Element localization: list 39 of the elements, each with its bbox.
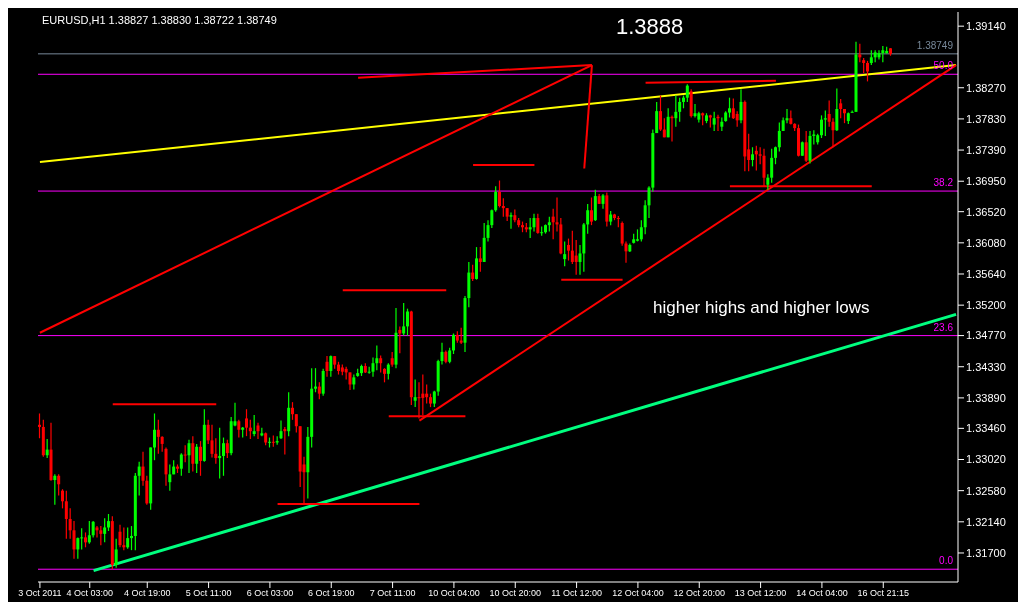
y-tick-label: 1.33020 [966,453,1006,466]
y-tick-label: 1.39140 [966,20,1006,33]
x-tick-label: 7 Oct 11:00 [369,588,416,599]
y-tick-label: 1.32580 [966,484,1006,497]
x-tick-label: 16 Oct 21:15 [857,588,910,599]
y-tick-label: 1.31700 [966,546,1006,559]
y-tick-label: 1.35200 [966,299,1006,312]
x-tick-label: 6 Oct 03:00 [246,588,294,599]
y-tick-label: 1.33460 [966,422,1006,435]
y-tick-label: 1.33890 [966,391,1006,404]
y-tick-label: 1.34330 [966,360,1006,373]
y-tick-label: 1.36520 [966,205,1006,218]
x-tick-label: 14 Oct 04:00 [796,588,848,599]
y-tick-label: 1.32140 [966,515,1006,528]
annotation: higher highs and higher lows [653,298,870,318]
x-tick-label: 4 Oct 03:00 [66,588,114,599]
x-tick-label: 6 Oct 19:00 [307,588,355,599]
x-tick-label: 11 Oct 12:00 [551,588,603,599]
x-tick-label: 3 Oct 2011 [18,588,62,599]
y-tick-label: 1.38270 [966,81,1006,94]
y-tick-label: 1.36950 [966,175,1006,188]
chart-title: EURUSD,H1 1.38827 1.38830 1.38722 1.38749 [42,14,277,26]
y-tick-label: 1.37830 [966,112,1006,125]
y-tick-label: 1.37390 [966,143,1006,156]
ref-line-label: 0.0 [939,555,954,567]
x-tick-label: 12 Oct 20:00 [673,588,726,599]
annotation: 1.3888 [616,14,684,40]
ref-line-label: 1.38749 [916,39,954,51]
x-tick-label: 13 Oct 12:00 [734,588,787,599]
x-tick-label: 10 Oct 20:00 [489,588,542,599]
y-tick-label: 1.35640 [966,267,1006,280]
x-tick-label: 5 Oct 11:00 [185,588,232,599]
ref-line-label: 38.2 [933,177,954,189]
x-tick-label: 4 Oct 19:00 [123,588,171,599]
x-tick-label: 10 Oct 04:00 [428,588,480,599]
y-tick-label: 1.36080 [966,236,1006,249]
y-tick-label: 1.34770 [966,329,1006,342]
ref-line-label: 23.6 [933,321,954,333]
x-tick-label: 12 Oct 04:00 [612,588,664,599]
